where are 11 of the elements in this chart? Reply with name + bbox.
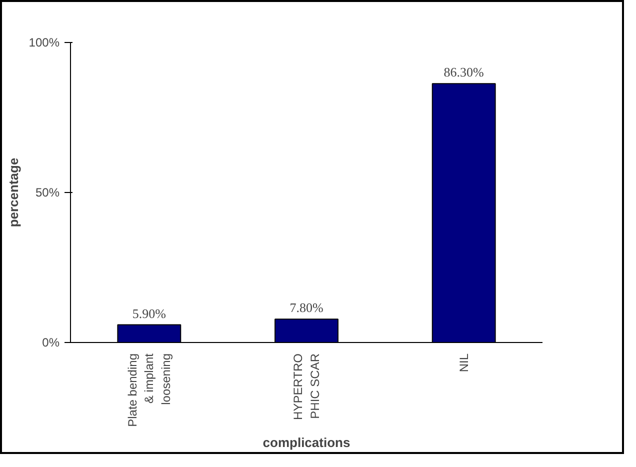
data-label: 7.80% [290, 300, 324, 316]
x-tick-label: HYPERTRO PHIC SCAR [291, 353, 322, 420]
data-label: 5.90% [132, 306, 166, 321]
x-tick-label: Plate bending & implant loosening [125, 352, 173, 427]
data-label: 86.30% [444, 64, 484, 80]
x-tick-label: NIL [456, 353, 471, 372]
y-tick-label: 50% [35, 186, 60, 200]
y-tick-label: 100% [28, 36, 60, 50]
x-axis-title: complications [262, 434, 350, 450]
y-tick-label: 0% [42, 336, 60, 350]
y-axis-title: percentage [6, 158, 21, 228]
